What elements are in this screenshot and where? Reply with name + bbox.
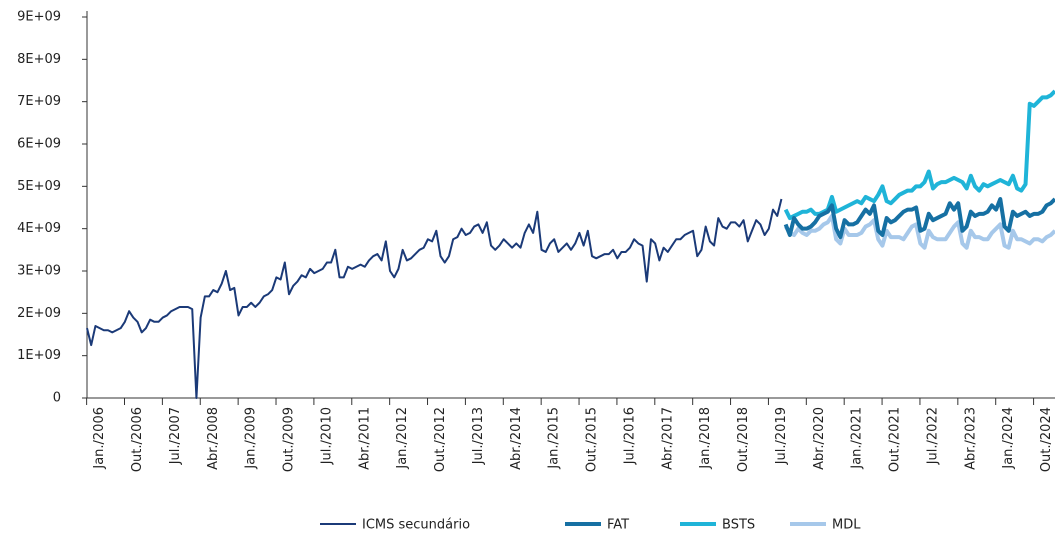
x-tick-label: Jan./2015 [547, 407, 562, 470]
y-tick-label: 4E+09 [17, 221, 61, 236]
legend-label: MDL [832, 518, 861, 533]
y-tick-label: 7E+09 [17, 94, 61, 109]
x-tick-label: Out./2018 [736, 407, 751, 472]
y-tick-label: 3E+09 [17, 264, 61, 279]
x-tick-label: Jul./2007 [168, 407, 183, 465]
x-tick-label: Jan./2012 [395, 407, 410, 470]
x-tick-label: Abr./2014 [509, 407, 524, 470]
x-tick-label: Jan./2018 [698, 407, 713, 470]
x-tick-label: Jul./2022 [925, 407, 940, 465]
x-tick-label: Out./2012 [433, 407, 448, 472]
x-tick-label: Jan./2024 [1001, 407, 1016, 470]
x-tick-label: Abr./2008 [206, 407, 221, 470]
x-tick-label: Jul./2019 [774, 407, 789, 465]
x-tick-label: Out./2009 [282, 407, 297, 472]
x-tick-label: Out./2024 [1039, 407, 1054, 472]
x-tick-label: Jul./2016 [622, 407, 637, 465]
x-tick-label: Jul./2013 [471, 407, 486, 465]
x-tick-label: Abr./2011 [357, 407, 372, 470]
series-line [86, 198, 783, 399]
legend-label: BSTS [722, 518, 755, 533]
x-tick-label: Abr./2023 [963, 407, 978, 470]
x-tick-label: Out./2015 [585, 407, 600, 472]
x-tick-label: Jan./2009 [244, 407, 259, 470]
x-tick-label: Jan./2021 [850, 407, 865, 470]
y-tick-label: 0 [53, 391, 61, 406]
y-tick-label: 8E+09 [17, 52, 61, 67]
y-tick-label: 6E+09 [17, 137, 61, 152]
x-tick-label: Jul./2010 [319, 407, 334, 465]
legend-label: ICMS secundário [362, 518, 470, 533]
y-tick-label: 5E+09 [17, 179, 61, 194]
series-line [783, 197, 1055, 240]
x-tick-label: Abr./2017 [660, 407, 675, 470]
series-line [783, 89, 1055, 221]
x-tick-label: Abr./2020 [812, 407, 827, 470]
y-tick-label: 1E+09 [17, 348, 61, 363]
x-tick-label: Out./2021 [888, 407, 903, 472]
series-line [783, 213, 1055, 250]
x-tick-label: Out./2006 [130, 407, 145, 472]
y-tick-label: 9E+09 [17, 10, 61, 25]
x-tick-label: Jan./2006 [92, 407, 107, 470]
y-tick-label: 2E+09 [17, 306, 61, 321]
legend-label: FAT [607, 518, 629, 533]
